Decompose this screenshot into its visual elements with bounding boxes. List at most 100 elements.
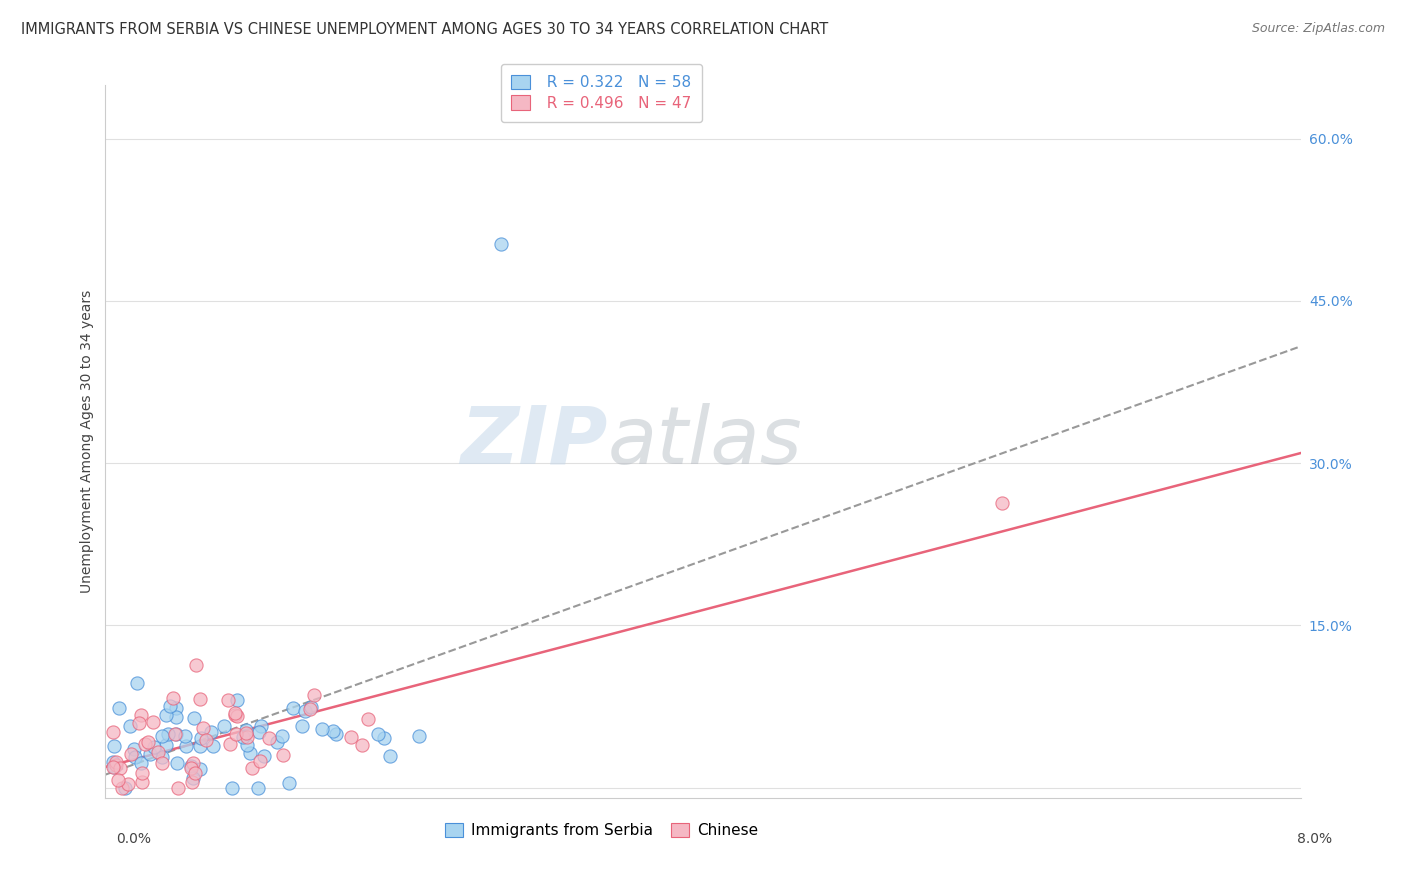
Point — [235, 725, 257, 739]
Point — [201, 739, 224, 753]
Point — [118, 719, 141, 733]
Point — [378, 748, 401, 763]
Point — [122, 742, 145, 756]
Point — [367, 727, 389, 741]
Point — [155, 707, 177, 722]
Point — [165, 727, 187, 741]
Point — [166, 710, 188, 724]
Point — [143, 739, 166, 754]
Point — [162, 690, 184, 705]
Point — [155, 738, 177, 752]
Point — [235, 723, 257, 737]
Point — [190, 762, 212, 776]
Point — [104, 758, 127, 772]
Point — [146, 745, 169, 759]
Point — [127, 676, 149, 690]
Point — [117, 777, 139, 791]
Point — [152, 756, 174, 770]
Point — [111, 780, 134, 795]
Point — [124, 750, 146, 764]
Point — [325, 727, 347, 741]
Point — [174, 739, 197, 754]
Y-axis label: Unemployment Among Ages 30 to 34 years: Unemployment Among Ages 30 to 34 years — [80, 290, 94, 593]
Point — [311, 723, 333, 737]
Point — [184, 657, 207, 672]
Point — [249, 755, 271, 769]
Point — [188, 692, 211, 706]
Point — [294, 705, 316, 719]
Point — [240, 761, 263, 775]
Text: ZIP: ZIP — [460, 402, 607, 481]
Point — [134, 737, 156, 751]
Point — [271, 747, 294, 762]
Point — [491, 236, 513, 251]
Point — [250, 718, 273, 732]
Text: atlas: atlas — [607, 402, 803, 481]
Point — [167, 780, 190, 795]
Text: IMMIGRANTS FROM SERBIA VS CHINESE UNEMPLOYMENT AMONG AGES 30 TO 34 YEARS CORRELA: IMMIGRANTS FROM SERBIA VS CHINESE UNEMPL… — [21, 22, 828, 37]
Point — [142, 714, 165, 729]
Point — [184, 766, 207, 780]
Point — [281, 701, 304, 715]
Point — [108, 761, 131, 775]
Point — [239, 746, 262, 760]
Point — [159, 698, 181, 713]
Point — [103, 739, 125, 753]
Point — [990, 496, 1012, 510]
Point — [165, 701, 187, 715]
Point — [128, 716, 150, 731]
Point — [221, 780, 243, 795]
Point — [180, 761, 202, 775]
Point — [408, 729, 430, 743]
Point — [107, 773, 129, 788]
Point — [217, 692, 239, 706]
Point — [181, 756, 204, 770]
Point — [103, 760, 125, 774]
Point — [259, 731, 281, 745]
Point — [352, 738, 374, 752]
Text: 8.0%: 8.0% — [1298, 832, 1331, 846]
Point — [101, 755, 124, 769]
Point — [180, 759, 202, 773]
Point — [373, 731, 395, 745]
Point — [114, 780, 136, 795]
Point — [224, 706, 246, 720]
Point — [219, 737, 242, 751]
Point — [200, 724, 222, 739]
Point — [339, 730, 361, 744]
Point — [235, 730, 257, 744]
Legend: Immigrants from Serbia, Chinese: Immigrants from Serbia, Chinese — [439, 816, 765, 844]
Point — [129, 756, 152, 770]
Point — [105, 755, 128, 769]
Point — [322, 723, 344, 738]
Point — [270, 729, 292, 743]
Point — [138, 747, 160, 761]
Point — [226, 709, 249, 723]
Point — [304, 688, 326, 702]
Point — [183, 771, 205, 785]
Point — [291, 719, 314, 733]
Point — [181, 774, 204, 789]
Point — [266, 735, 288, 749]
Point — [246, 780, 269, 795]
Point — [253, 749, 276, 764]
Point — [357, 712, 380, 726]
Point — [190, 739, 212, 753]
Point — [193, 721, 215, 735]
Point — [299, 702, 322, 716]
Point — [150, 750, 173, 764]
Point — [150, 729, 173, 743]
Text: Source: ZipAtlas.com: Source: ZipAtlas.com — [1251, 22, 1385, 36]
Point — [190, 731, 212, 746]
Point — [166, 756, 188, 771]
Point — [225, 727, 247, 741]
Point — [131, 775, 153, 789]
Point — [236, 739, 259, 753]
Point — [225, 693, 247, 707]
Point — [224, 707, 246, 722]
Text: 0.0%: 0.0% — [117, 832, 150, 846]
Point — [129, 707, 152, 722]
Point — [101, 759, 124, 773]
Point — [194, 733, 217, 747]
Point — [101, 725, 124, 739]
